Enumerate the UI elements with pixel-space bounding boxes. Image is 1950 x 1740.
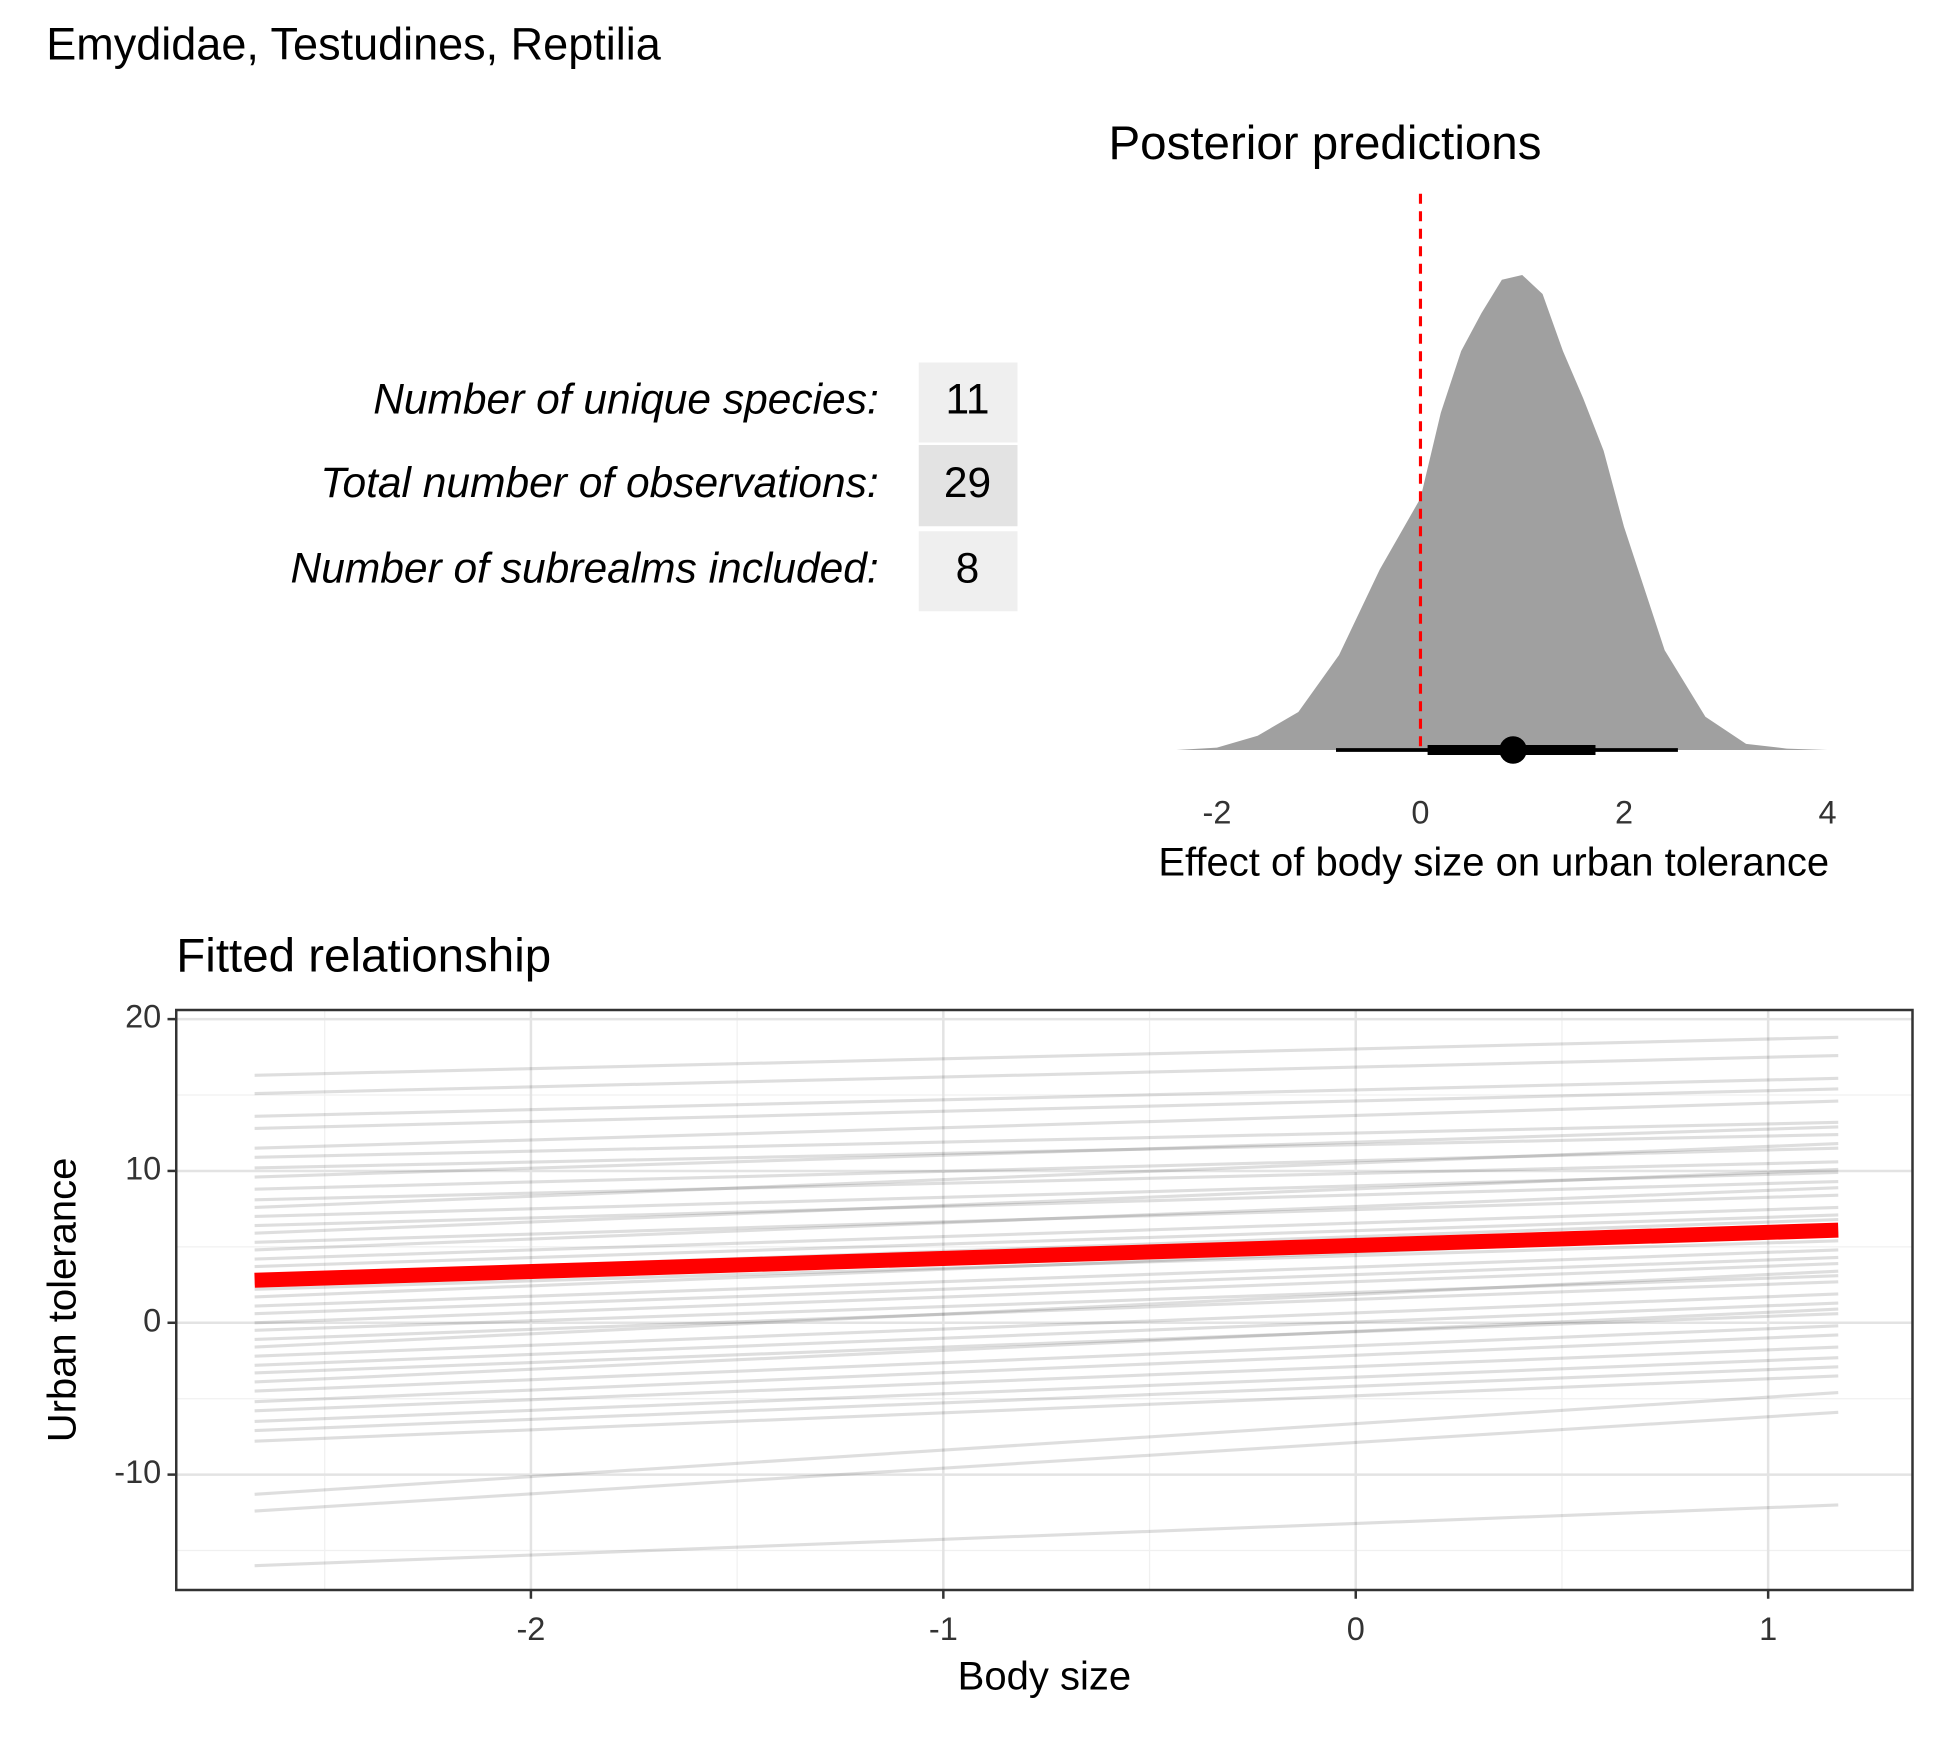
- posterior-draw: [254, 1053, 1839, 1096]
- x-tick-label: -2: [516, 1611, 545, 1647]
- posterior-draw: [254, 1186, 1839, 1252]
- posterior-draw: [254, 1410, 1839, 1513]
- panel: [176, 1010, 1913, 1590]
- y-axis-label: Urban tolerance: [41, 1158, 85, 1443]
- table-cell: [918, 362, 1018, 443]
- posterior-draw: [254, 1099, 1839, 1150]
- posterior-draw: [254, 1274, 1839, 1332]
- x-tick-label: 1: [1759, 1611, 1777, 1647]
- row-value: 11: [945, 377, 989, 424]
- row-label: Number of subrealms included:: [291, 545, 879, 592]
- median-point: [1499, 736, 1527, 764]
- x-tick-label: 0: [1411, 795, 1429, 831]
- posterior-draw: [254, 1255, 1839, 1316]
- y-tick-label: 20: [125, 999, 161, 1035]
- posterior-draw: [254, 1391, 1839, 1496]
- x-tick-label: 2: [1615, 795, 1633, 831]
- posterior-draw: [254, 1307, 1839, 1384]
- posterior-draw: [254, 1170, 1839, 1219]
- panel-border: [175, 1008, 1914, 1592]
- x-axis-label: Body size: [958, 1654, 1131, 1698]
- x-axis-label: Effect of body size on urban tolerance: [1158, 841, 1829, 885]
- posterior-draw: [254, 1301, 1839, 1367]
- table-cell: [918, 531, 1018, 612]
- posterior-draw: [254, 1146, 1839, 1191]
- posterior-draw: [254, 1125, 1839, 1179]
- posterior-draw: [254, 1324, 1839, 1393]
- posterior-draw: [254, 1132, 1839, 1170]
- chart-title: Fitted relationship: [176, 929, 551, 982]
- row-value: 29: [944, 460, 991, 507]
- posterior-draw: [254, 1345, 1839, 1413]
- y-tick-label: -10: [114, 1454, 161, 1490]
- row-label: Total number of observations:: [320, 460, 878, 507]
- posterior-draw: [254, 1076, 1839, 1118]
- posterior-draw: [254, 1262, 1839, 1325]
- posterior-draw: [254, 1035, 1839, 1077]
- x-tick-label: -2: [1203, 795, 1232, 831]
- posterior-draw: [254, 1365, 1839, 1433]
- posterior-draw: [254, 1280, 1839, 1342]
- posterior-draw: [254, 1167, 1839, 1235]
- fit-line: [254, 1222, 1839, 1288]
- table-cell: [918, 445, 1018, 527]
- posterior-draw: [254, 1374, 1839, 1443]
- posterior-draw: [254, 1292, 1839, 1358]
- y-tick-label: 10: [125, 1151, 161, 1187]
- x-tick-label: 4: [1818, 795, 1836, 831]
- row-label: Number of unique species:: [373, 377, 879, 424]
- posterior-draw: [254, 1180, 1839, 1228]
- posterior-draw: [254, 1503, 1839, 1568]
- posterior-draw: [254, 1333, 1839, 1404]
- posterior-draw: [254, 1239, 1839, 1291]
- posterior-draw: [254, 1356, 1839, 1424]
- page-title: Emydidae, Testudines, Reptilia: [46, 18, 661, 69]
- x-tick-label: -1: [929, 1611, 958, 1647]
- x-tick-label: 0: [1347, 1611, 1365, 1647]
- density-area: [1176, 275, 1828, 750]
- chart-title: Posterior predictions: [1109, 117, 1542, 170]
- row-value: 8: [956, 545, 980, 592]
- posterior-draw: [254, 1087, 1839, 1130]
- posterior-draw: [254, 1213, 1839, 1269]
- posterior-draw: [254, 1248, 1839, 1308]
- posterior-draw: [254, 1120, 1839, 1159]
- posterior-draw: [254, 1160, 1839, 1202]
- posterior-draw: [254, 1312, 1839, 1375]
- posterior-draw: [254, 1193, 1839, 1244]
- posterior-draw: [254, 1142, 1839, 1209]
- y-tick-label: 0: [143, 1302, 161, 1338]
- posterior-draw: [254, 1205, 1839, 1261]
- posterior-draw: [254, 1269, 1839, 1349]
